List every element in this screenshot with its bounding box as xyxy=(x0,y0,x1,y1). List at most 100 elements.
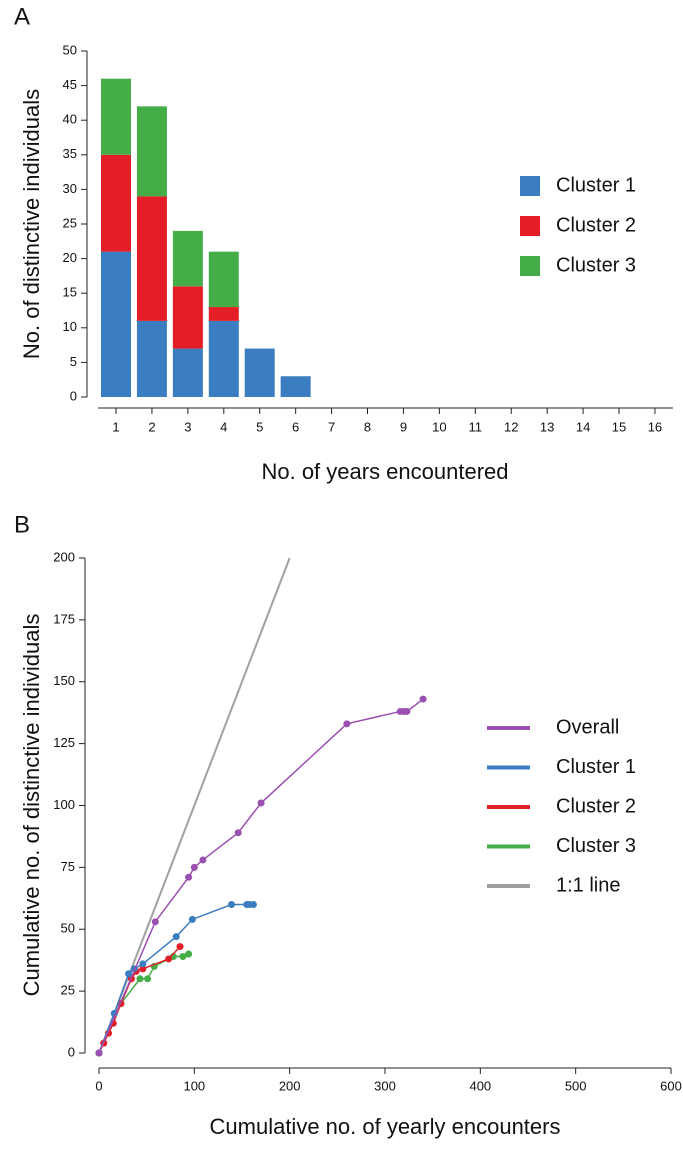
point xyxy=(199,856,207,864)
bar xyxy=(172,286,203,349)
x-tick-label: 6 xyxy=(292,419,299,434)
point xyxy=(343,720,351,728)
x-tick-label: 7 xyxy=(328,419,335,434)
point xyxy=(139,965,147,973)
legend-swatch xyxy=(520,176,540,196)
x-tick-label: 8 xyxy=(364,419,371,434)
x-tick-label: 4 xyxy=(220,419,227,434)
series-line xyxy=(98,946,181,1054)
series-line xyxy=(98,698,424,1054)
y-tick-label: 45 xyxy=(63,77,77,92)
bar xyxy=(136,196,167,321)
bar xyxy=(172,348,203,397)
legend-label: Cluster 1 xyxy=(556,756,636,778)
y-tick-label: 25 xyxy=(63,215,77,230)
bar xyxy=(101,154,131,252)
panel-label: B xyxy=(14,511,30,538)
x-tick-label: 2 xyxy=(148,419,155,434)
y-tick-label: 50 xyxy=(63,42,77,57)
point xyxy=(228,901,236,908)
legend-label: Overall xyxy=(556,716,619,738)
panel-label: A xyxy=(14,3,30,30)
bar xyxy=(101,251,131,397)
point xyxy=(125,970,133,978)
legend-label: Cluster 3 xyxy=(556,254,636,276)
point xyxy=(185,873,193,881)
x-tick-label: 12 xyxy=(504,419,518,434)
bar xyxy=(172,230,203,287)
y-tick-label: 10 xyxy=(63,319,77,334)
bar xyxy=(101,78,131,155)
y-tick-label: 100 xyxy=(53,797,75,812)
y-axis-title: Cumulative no. of distinctive individual… xyxy=(19,614,44,997)
point xyxy=(249,901,257,908)
y-tick-label: 200 xyxy=(53,549,75,564)
point xyxy=(176,943,184,951)
y-tick-label: 75 xyxy=(61,859,75,874)
point xyxy=(179,952,187,960)
x-tick-label: 1 xyxy=(112,419,119,434)
x-tick-label: 9 xyxy=(400,419,407,434)
x-tick-label: 15 xyxy=(612,419,626,434)
legend-swatch xyxy=(520,256,540,276)
x-tick-label: 14 xyxy=(576,419,590,434)
x-tick-label: 11 xyxy=(469,419,483,434)
point xyxy=(419,695,427,703)
point xyxy=(403,707,411,715)
point xyxy=(257,799,265,807)
y-axis-title: No. of distinctive individuals xyxy=(19,89,44,359)
bar xyxy=(136,320,167,397)
point xyxy=(165,955,173,963)
point xyxy=(188,915,196,923)
x-tick-label: 200 xyxy=(279,1078,301,1093)
point xyxy=(95,1049,103,1057)
point xyxy=(234,829,242,837)
series-line xyxy=(98,903,254,1054)
y-tick-label: 15 xyxy=(63,285,77,300)
y-tick-label: 40 xyxy=(63,112,77,127)
legend-label: Cluster 2 xyxy=(556,795,636,817)
bar xyxy=(136,106,167,197)
legend-swatch xyxy=(520,216,540,236)
y-tick-label: 30 xyxy=(63,181,77,196)
x-tick-label: 3 xyxy=(184,419,191,434)
x-tick-label: 400 xyxy=(469,1078,491,1093)
bar xyxy=(208,307,239,321)
y-tick-label: 35 xyxy=(63,146,77,161)
x-tick-label: 16 xyxy=(648,419,662,434)
x-tick-label: 0 xyxy=(95,1078,102,1093)
y-tick-label: 20 xyxy=(63,250,77,265)
x-tick-label: 600 xyxy=(660,1078,682,1093)
x-tick-label: 10 xyxy=(432,419,446,434)
y-tick-label: 0 xyxy=(68,1044,75,1059)
series-line xyxy=(98,557,291,1054)
x-axis-title: Cumulative no. of yearly encounters xyxy=(210,1114,561,1139)
point xyxy=(139,960,147,968)
x-tick-label: 500 xyxy=(565,1078,587,1093)
bar xyxy=(244,348,275,397)
x-axis-title: No. of years encountered xyxy=(261,459,508,484)
y-tick-label: 25 xyxy=(61,983,75,998)
point xyxy=(151,918,159,926)
y-tick-label: 0 xyxy=(70,388,77,403)
y-tick-label: 175 xyxy=(53,611,75,626)
legend-label: Cluster 3 xyxy=(556,835,636,857)
legend-label: 1:1 line xyxy=(556,874,621,896)
y-tick-label: 50 xyxy=(61,921,75,936)
x-tick-label: 300 xyxy=(374,1078,396,1093)
bar xyxy=(208,320,239,397)
bar xyxy=(208,251,239,308)
point xyxy=(144,975,152,983)
y-tick-label: 125 xyxy=(53,735,75,750)
point xyxy=(172,933,180,941)
bar xyxy=(280,376,311,397)
legend-label: Cluster 2 xyxy=(556,214,636,236)
x-tick-label: 5 xyxy=(256,419,263,434)
point xyxy=(190,863,198,871)
y-tick-label: 5 xyxy=(70,354,77,369)
y-tick-label: 150 xyxy=(53,673,75,688)
x-tick-label: 13 xyxy=(540,419,554,434)
legend-label: Cluster 1 xyxy=(556,174,636,196)
